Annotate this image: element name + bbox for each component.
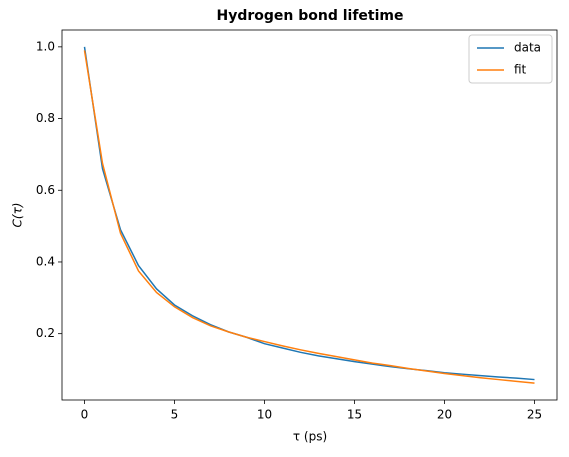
y-tick-label: 0.8: [36, 111, 55, 125]
x-tick-label: 15: [347, 408, 362, 422]
y-tick-label: 0.2: [36, 326, 55, 340]
y-axis-label: C(τ): [11, 203, 25, 228]
line-series: [83, 46, 535, 381]
x-tick-label: 10: [257, 408, 272, 422]
x-axis-label: τ (ps): [293, 430, 327, 444]
x-tick-label: 0: [81, 408, 89, 422]
chart-title: Hydrogen bond lifetime: [216, 8, 403, 24]
legend-label: data: [514, 41, 541, 55]
legend-box: [468, 34, 553, 84]
plot-frame: [61, 29, 558, 401]
y-tick-label: 0.6: [36, 183, 55, 197]
legend-label: fit: [514, 63, 527, 77]
x-tick-label: 25: [527, 408, 542, 422]
y-tick-label: 1.0: [36, 39, 55, 53]
y-tick-label: 0.4: [36, 254, 55, 268]
x-tick-label: 20: [437, 408, 452, 422]
x-tick-label: 5: [171, 408, 179, 422]
line-series: [83, 50, 535, 384]
